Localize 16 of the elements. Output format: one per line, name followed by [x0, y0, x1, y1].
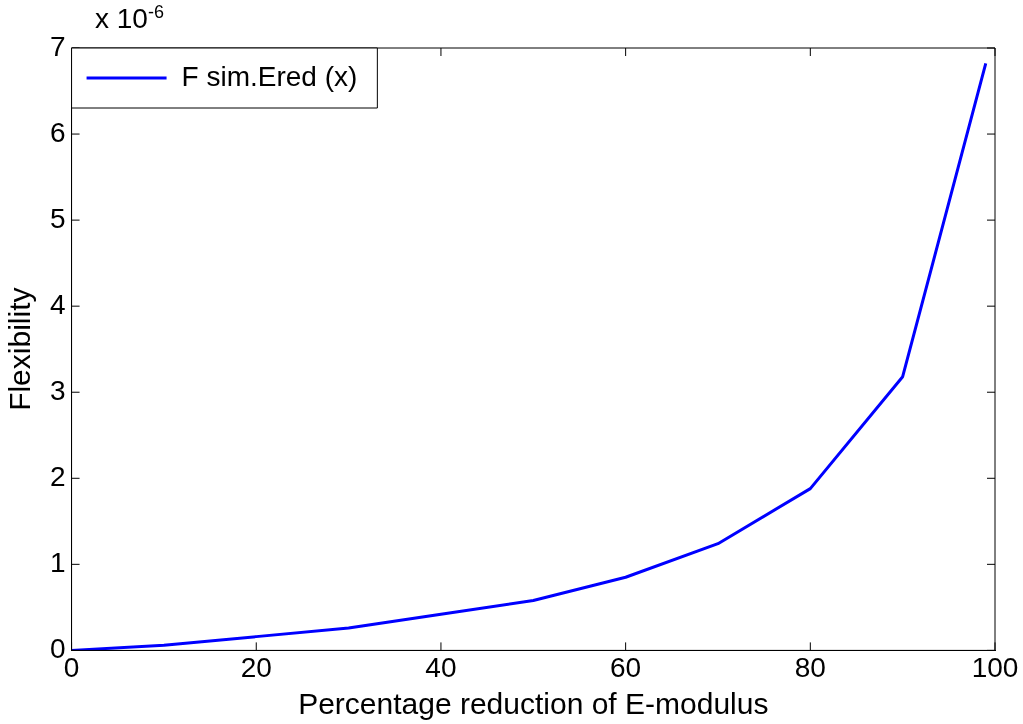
legend-label: F sim.Ered (x): [181, 60, 358, 92]
x-tick-label: 20: [240, 651, 272, 683]
x-tick-label: 80: [794, 651, 826, 683]
x-axis-title: Percentage reduction of E-modulus: [298, 687, 769, 721]
text: x 10$^{-6}$: [95, 2, 164, 36]
x-tick-label: 60: [610, 651, 642, 683]
y-tick-label: 4: [49, 288, 66, 320]
y-tick-label: 2: [49, 461, 66, 492]
y-tick-label: 5: [49, 202, 66, 234]
y-tick-label: 1: [49, 547, 66, 579]
x-tick-label: 100: [971, 651, 1019, 683]
x-tick-label: 40: [425, 651, 457, 683]
y-axis-title: Flexibility: [3, 287, 37, 411]
y-tick-label: 7: [49, 30, 66, 62]
y-tick-label: 6: [49, 116, 66, 148]
y-tick-label: 3: [49, 374, 66, 406]
